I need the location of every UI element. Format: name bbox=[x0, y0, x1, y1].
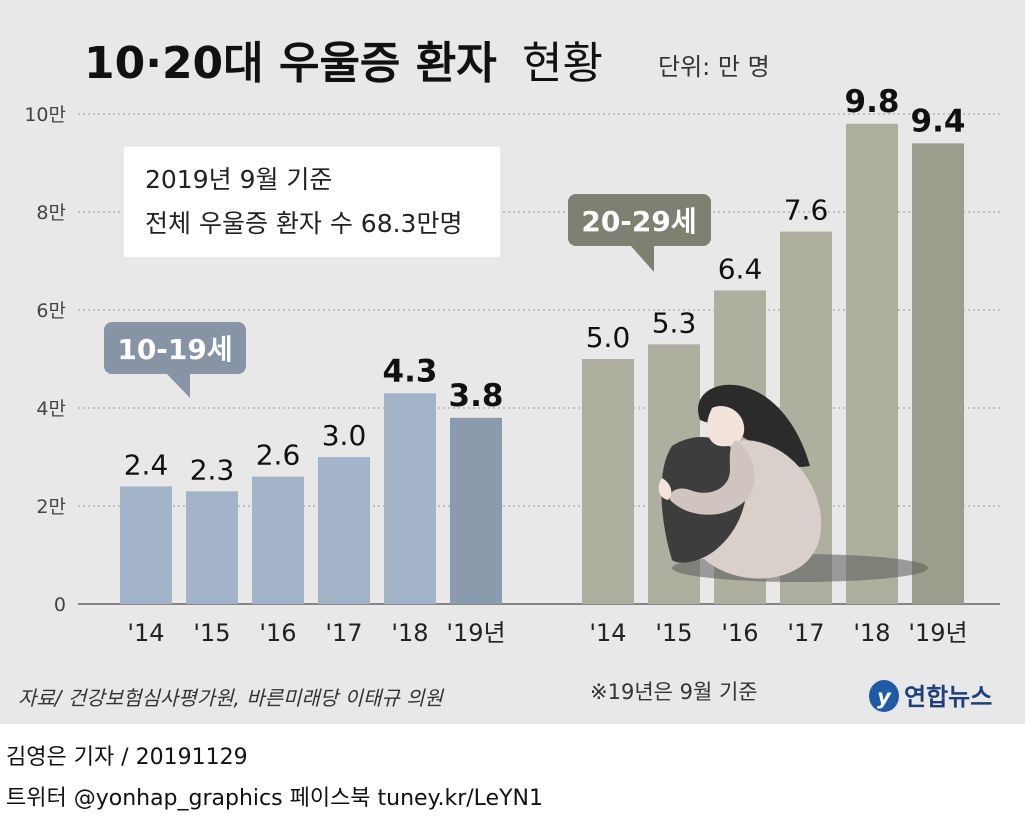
yonhap-logo-text: 연합뉴스 bbox=[904, 683, 992, 711]
x-tick-label: '14 bbox=[589, 619, 626, 647]
x-tick-label: '15 bbox=[193, 619, 230, 647]
twenties-bar bbox=[846, 123, 898, 605]
teen-bar bbox=[450, 417, 502, 604]
byline: 김영은 기자 / 20191129 bbox=[6, 745, 248, 770]
twenties-series-label: 20-29세 bbox=[581, 205, 696, 238]
face bbox=[706, 406, 745, 447]
footnote-text: ※19년은 9월 기준 bbox=[590, 680, 758, 704]
y-tick-label: 4만 bbox=[36, 398, 66, 420]
teen-callout-pointer bbox=[166, 373, 190, 398]
x-tick-label: '17 bbox=[325, 619, 362, 647]
sad-person-illustration bbox=[658, 384, 928, 582]
data-label: 3.0 bbox=[322, 419, 367, 452]
x-tick-label: '18 bbox=[391, 619, 428, 647]
bars bbox=[120, 123, 964, 605]
data-label: 5.3 bbox=[652, 306, 697, 339]
x-tick-label: '15 bbox=[655, 619, 692, 647]
note-box-background bbox=[122, 145, 502, 259]
twenties-bar bbox=[582, 359, 634, 604]
data-label: 7.6 bbox=[784, 194, 829, 227]
note-box-line1: 2019년 9월 기준 bbox=[145, 165, 332, 194]
note-box: 2019년 9월 기준 전체 우울증 환자 수 68.3만명 bbox=[122, 145, 502, 259]
data-label: 5.0 bbox=[586, 321, 631, 354]
data-labels: 2.4 2.3 2.6 3.0 4.3 3.8 5.0 5.3 6.4 7.6 9.8 9.4 bbox=[124, 84, 966, 486]
social-links: 트위터 @yonhap_graphics 페이스북 tuney.kr/LeYN1 bbox=[6, 786, 543, 811]
y-axis: 0 2만 4만 6만 8만 10만 bbox=[24, 104, 66, 616]
twenties-callout-pointer bbox=[630, 245, 654, 272]
chart-title-light: 현황 bbox=[522, 38, 603, 89]
data-label: 4.3 bbox=[383, 353, 438, 389]
teen-bar bbox=[252, 476, 304, 604]
chart-title: 10·20대 우울증 환자 현황 bbox=[84, 38, 603, 89]
y-tick-label: 6만 bbox=[36, 300, 66, 322]
teen-series-label: 10-19세 bbox=[117, 333, 232, 366]
credit-background bbox=[0, 724, 1025, 816]
unit-label: 단위: 만 명 bbox=[658, 53, 770, 81]
yonhap-logo-glyph: y bbox=[877, 685, 892, 709]
data-label: 2.3 bbox=[190, 453, 235, 486]
x-axis: '14 '15 '16 '17 '18 '19년 '14 '15 '16 '17 '18 '19년 bbox=[127, 619, 967, 647]
x-tick-label: '19년 bbox=[908, 619, 967, 647]
source-text: 자료/ 건강보험심사평가원, 바른미래당 이태규 의원 bbox=[18, 686, 445, 710]
teen-bar bbox=[120, 486, 172, 604]
yonhap-logo-emblem bbox=[869, 680, 899, 712]
y-tick-label: 0 bbox=[54, 594, 66, 616]
x-tick-label: '19년 bbox=[446, 619, 505, 647]
teen-series-callout: 10-19세 bbox=[104, 322, 246, 398]
note-box-line2: 전체 우울증 환자 수 68.3만명 bbox=[145, 209, 462, 238]
teen-bar bbox=[384, 393, 436, 604]
chart-title-bold: 10·20대 우울증 환자 bbox=[84, 38, 497, 89]
y-tick-label: 10만 bbox=[24, 104, 66, 126]
y-tick-label: 2만 bbox=[36, 496, 66, 518]
data-label: 9.4 bbox=[911, 103, 966, 139]
x-tick-label: '16 bbox=[259, 619, 296, 647]
x-tick-label: '16 bbox=[721, 619, 758, 647]
x-tick-label: '17 bbox=[787, 619, 824, 647]
hair bbox=[698, 384, 810, 467]
data-label: 3.8 bbox=[449, 378, 504, 414]
teen-bar bbox=[318, 457, 370, 604]
arm bbox=[669, 440, 755, 515]
x-tick-label: '18 bbox=[853, 619, 890, 647]
twenties-callout-bubble bbox=[568, 194, 711, 246]
yonhap-logo: y 연합뉴스 bbox=[869, 680, 992, 712]
data-label: 9.8 bbox=[845, 84, 900, 120]
twenties-bar bbox=[912, 143, 964, 604]
teen-bar bbox=[186, 491, 238, 604]
hand bbox=[658, 478, 672, 500]
data-label: 6.4 bbox=[718, 252, 763, 285]
teen-callout-bubble bbox=[104, 322, 246, 374]
y-tick-label: 8만 bbox=[36, 202, 66, 224]
twenties-series-callout: 20-29세 bbox=[568, 194, 711, 272]
x-tick-label: '14 bbox=[127, 619, 164, 647]
data-label: 2.6 bbox=[256, 439, 301, 472]
data-label: 2.4 bbox=[124, 448, 169, 481]
